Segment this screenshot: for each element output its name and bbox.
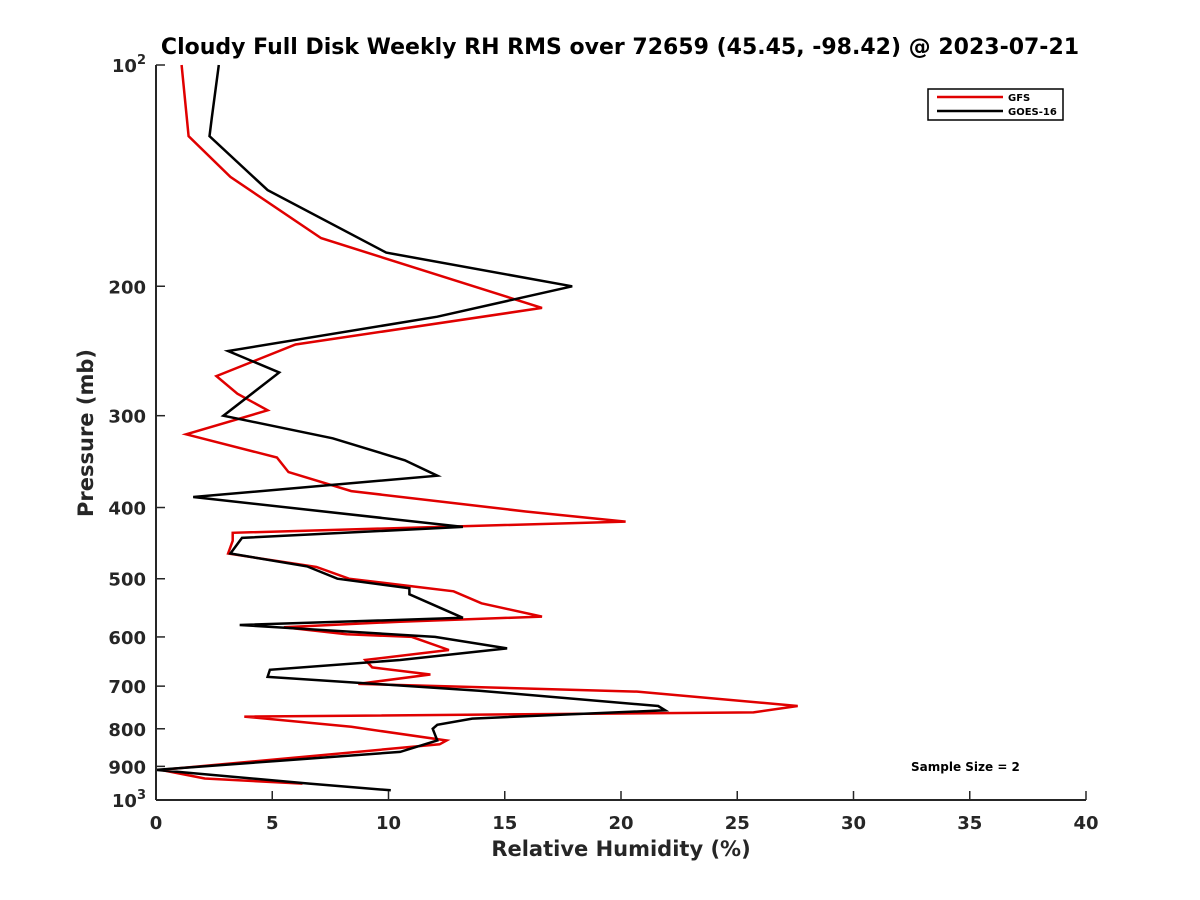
y-tick-label: 800 [108,720,146,741]
x-tick-label: 20 [608,813,633,834]
series-line-goes-16 [155,64,670,792]
y-tick-label: 102 [112,53,146,77]
x-tick-label: 0 [150,813,163,834]
y-tick-label: 400 [108,499,146,520]
x-tick-label: 35 [957,813,982,834]
legend: GFS GOES-16 [927,88,1064,121]
y-tick-label: 200 [108,277,146,298]
legend-box [927,88,1064,121]
series-layer [155,64,798,792]
chart-title: Cloudy Full Disk Weekly RH RMS over 7265… [161,35,1079,60]
y-tick-label: 600 [108,628,146,649]
y-tick-label: 300 [108,407,146,428]
y-axis-label: Pressure (mb) [74,349,98,517]
series-line-gfs [160,64,798,785]
y-axis-ticks: 102 200 300 400 500 600 700 800 900 103 [108,53,165,812]
x-tick-label: 25 [725,813,750,834]
sample-size-annotation: Sample Size = 2 [911,760,1020,774]
x-tick-label: 15 [492,813,517,834]
legend-label-goes-16: GOES-16 [1008,107,1057,118]
x-tick-label: 10 [376,813,401,834]
y-tick-label: 700 [108,677,146,698]
x-tick-label: 5 [266,813,279,834]
x-axis-label: Relative Humidity (%) [491,837,750,861]
y-tick-label: 103 [112,788,146,812]
legend-label-gfs: GFS [1008,93,1030,104]
y-tick-label: 900 [108,757,146,778]
x-tick-label: 30 [841,813,866,834]
y-tick-label: 500 [108,570,146,591]
x-tick-label: 40 [1073,813,1098,834]
x-axis-ticks: 0 5 10 15 20 25 30 35 40 [150,791,1099,834]
